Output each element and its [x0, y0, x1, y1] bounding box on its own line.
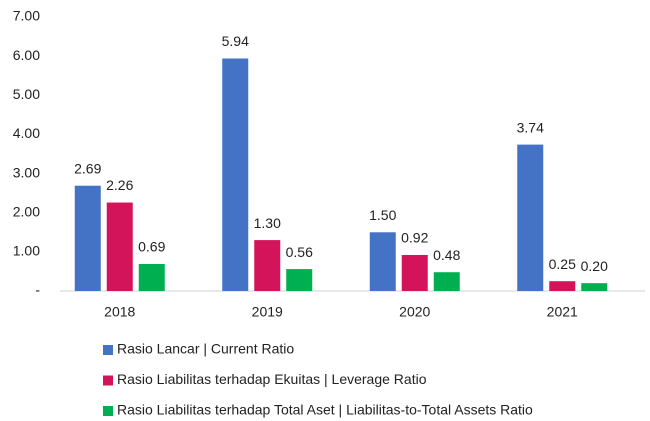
legend-swatch	[103, 375, 113, 386]
bar	[138, 263, 165, 291]
bar	[581, 283, 608, 291]
x-tick-label: 2021	[547, 304, 578, 320]
data-label: 2.69	[74, 160, 101, 176]
x-tick-label: 2019	[252, 304, 283, 320]
data-label: 0.48	[433, 247, 460, 263]
bar	[549, 281, 576, 291]
data-label: 5.94	[222, 33, 249, 49]
legend-label: Rasio Liabilitas terhadap Total Aset | L…	[117, 402, 533, 418]
bar	[74, 185, 101, 291]
data-label: 0.69	[138, 239, 165, 255]
data-label: 3.74	[517, 119, 544, 135]
bar	[106, 202, 133, 291]
bar	[401, 254, 428, 291]
y-tick-label: 5.00	[13, 86, 40, 102]
bar	[254, 240, 281, 291]
y-tick-label: 7.00	[13, 8, 40, 24]
bar	[286, 269, 313, 291]
x-tick-label: 2018	[104, 304, 135, 320]
y-tick-label: 6.00	[13, 47, 40, 63]
data-label: 2.26	[106, 177, 133, 193]
data-label: 0.25	[549, 256, 576, 272]
data-label: 1.50	[369, 207, 396, 223]
y-tick-label: 1.00	[13, 243, 40, 259]
y-tick-label: 3.00	[13, 164, 40, 180]
data-label: 0.20	[581, 258, 608, 274]
y-tick-label: -	[35, 282, 40, 298]
legend-swatch	[103, 406, 113, 416]
y-tick-label: 2.00	[13, 203, 40, 219]
bar	[369, 232, 396, 291]
bar	[517, 144, 544, 291]
legend-label: Rasio Lancar | Current Ratio	[117, 341, 294, 357]
data-label: 1.30	[254, 215, 281, 231]
data-label: 0.92	[401, 230, 428, 246]
x-tick-label: 2020	[399, 304, 430, 320]
bar	[433, 272, 460, 291]
data-label: 0.56	[286, 244, 313, 260]
legend-swatch	[103, 345, 113, 355]
bar	[222, 58, 249, 292]
legend-label: Rasio Liabilitas terhadap Ekuitas | Leve…	[117, 371, 427, 387]
y-tick-label: 4.00	[13, 125, 40, 141]
